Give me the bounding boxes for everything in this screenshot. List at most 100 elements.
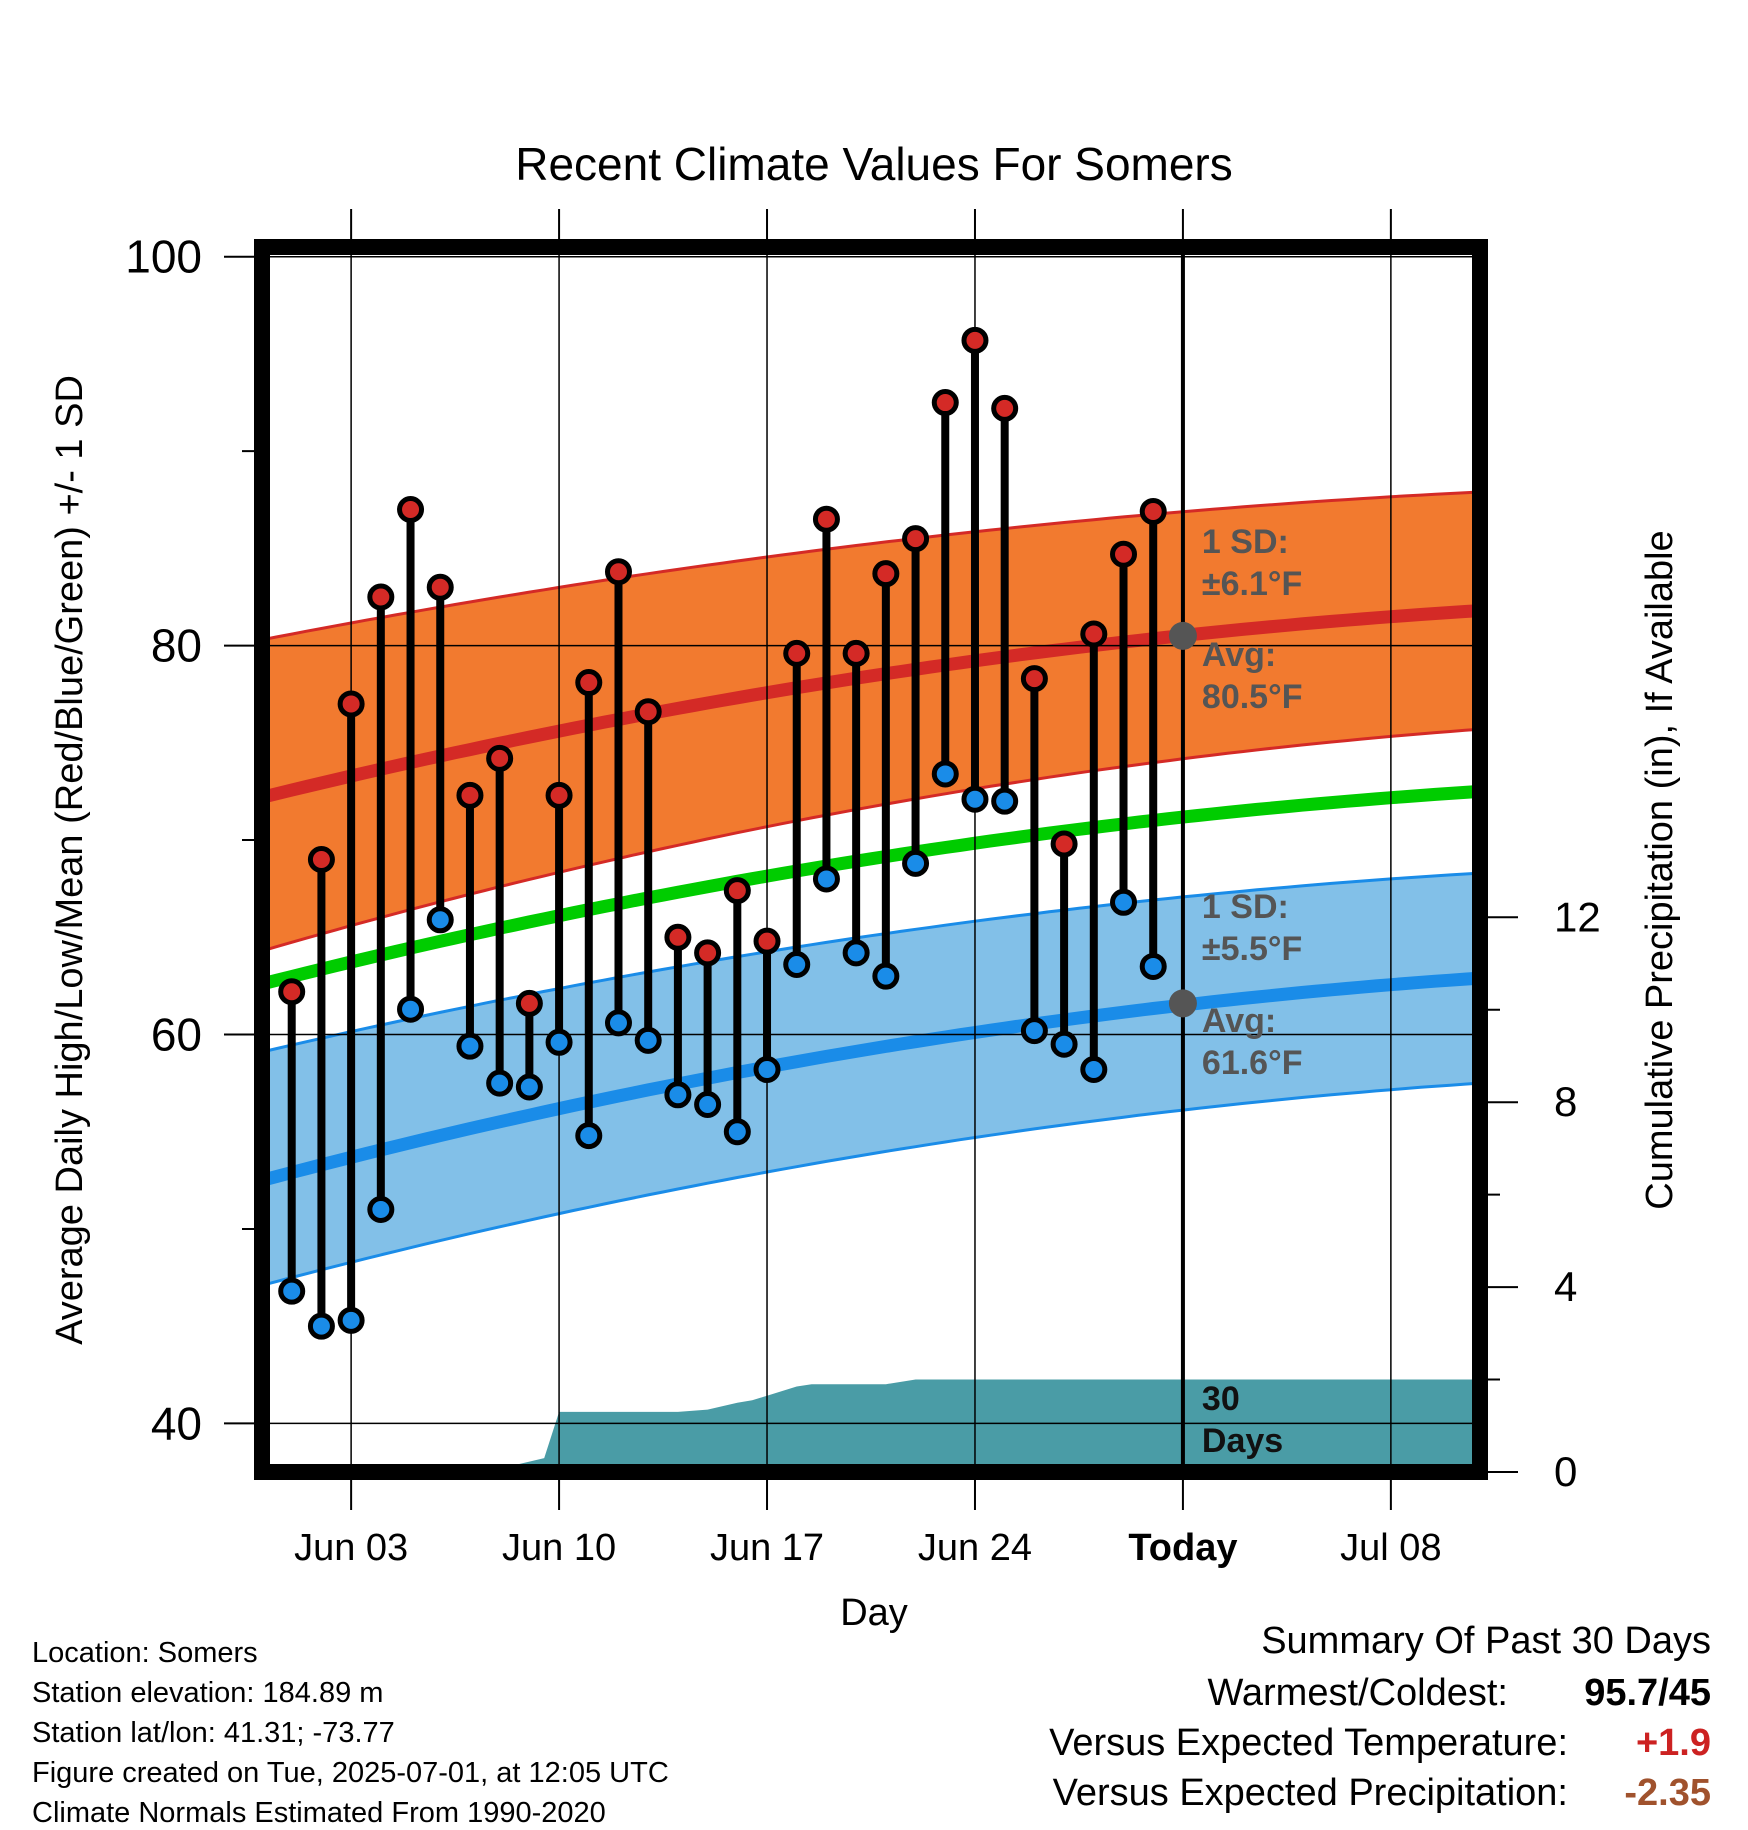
high-point <box>664 923 692 951</box>
low-point <box>1050 1030 1078 1058</box>
high-point <box>604 558 632 586</box>
precip-area <box>262 1379 1480 1472</box>
y2-axis-label: Cumulative Precipitation (in), If Availa… <box>1639 530 1681 1209</box>
low-sd-band-lower-edge <box>261 1081 1481 1287</box>
low-point <box>486 1069 514 1097</box>
high-avg-label: Avg: <box>1202 636 1276 674</box>
x-tick-label: Jun 10 <box>502 1527 616 1569</box>
days-label-1: 30 <box>1202 1380 1240 1418</box>
footer-created: Figure created on Tue, 2025-07-01, at 12… <box>32 1757 669 1789</box>
high-point <box>337 690 365 718</box>
high-normal-line <box>260 604 1481 804</box>
low-avg-value: 61.6°F <box>1202 1044 1303 1082</box>
low-normal-line <box>260 971 1481 1187</box>
low-point <box>723 1118 751 1146</box>
high-point <box>812 505 840 533</box>
low-point <box>278 1277 306 1305</box>
y2-tick-label: 0 <box>1554 1448 1577 1495</box>
y-tick-label: 80 <box>151 620 202 672</box>
low-point <box>753 1056 781 1083</box>
high-point <box>1139 497 1167 525</box>
low-point <box>456 1032 484 1060</box>
y2-tick-label: 4 <box>1554 1263 1577 1310</box>
low-point <box>397 995 425 1023</box>
high-point <box>367 583 395 611</box>
high-sd-label: 1 SD: <box>1202 523 1289 561</box>
high-point <box>1020 665 1048 693</box>
summary-warm-cold-value: 95.7/45 <box>1584 1672 1711 1714</box>
y-tick-label: 60 <box>151 1009 202 1061</box>
x-tick-label: Jun 03 <box>294 1527 408 1569</box>
low-point <box>1080 1056 1108 1083</box>
low-point <box>931 760 959 788</box>
footer-location: Location: Somers <box>32 1637 258 1669</box>
high-avg-value: 80.5°F <box>1202 678 1303 716</box>
high-point <box>931 389 959 417</box>
high-point <box>694 939 722 967</box>
high-point <box>723 877 751 905</box>
low-point <box>991 787 1019 815</box>
high-point <box>872 560 900 588</box>
summary-temp-label: Versus Expected Temperature: <box>1049 1722 1568 1764</box>
low-point <box>694 1091 722 1118</box>
high-sd-band <box>262 492 1480 951</box>
high-point <box>961 326 989 354</box>
x-tick-label: Today <box>1128 1527 1237 1569</box>
low-point <box>575 1122 603 1150</box>
low-point <box>812 865 840 893</box>
y2-tick-label: 8 <box>1554 1078 1577 1125</box>
y-tick-label: 100 <box>125 231 202 283</box>
low-sd-value: ±5.5°F <box>1202 930 1302 968</box>
high-sd-band-upper-edge <box>261 490 1481 642</box>
high-point <box>397 496 425 523</box>
x-axis-label: Day <box>840 1592 908 1634</box>
footer-normals: Climate Normals Estimated From 1990-2020 <box>32 1797 606 1829</box>
high-point <box>1080 620 1108 648</box>
low-point <box>783 951 811 978</box>
low-point <box>426 906 454 934</box>
high-point <box>575 669 603 697</box>
high-sd-value: ±6.1°F <box>1202 565 1302 603</box>
low-point <box>902 849 930 877</box>
today-low-avg-marker <box>1168 989 1197 1018</box>
low-point <box>1020 1017 1048 1045</box>
x-tick-label: Jun 24 <box>918 1527 1032 1569</box>
days-label-2: Days <box>1202 1422 1283 1460</box>
high-point <box>307 846 335 873</box>
footer-elevation: Station elevation: 184.89 m <box>32 1677 384 1709</box>
low-point <box>961 785 989 813</box>
plot-area: 1 SD: ±6.1°F Avg: 80.5°F 1 SD: ±5.5°F Avg: 61.6… <box>125 209 1601 1569</box>
low-avg-label: Avg: <box>1202 1002 1276 1040</box>
high-point <box>991 394 1019 422</box>
low-point <box>664 1081 692 1109</box>
high-point <box>753 927 781 955</box>
low-point <box>337 1306 365 1334</box>
low-point <box>1110 888 1138 916</box>
low-point <box>1139 952 1167 980</box>
low-point <box>515 1073 543 1101</box>
summary-heading: Summary Of Past 30 Days <box>1261 1620 1711 1662</box>
low-point <box>545 1028 573 1056</box>
high-point <box>545 781 573 809</box>
high-point <box>783 639 811 667</box>
low-point <box>367 1196 395 1223</box>
low-point <box>872 962 900 990</box>
plot-frame <box>254 239 1488 1480</box>
low-sd-band <box>262 873 1480 1286</box>
high-point <box>842 639 870 667</box>
summary-precip-value: -2.35 <box>1624 1772 1711 1814</box>
high-point <box>486 744 514 772</box>
high-point <box>1050 830 1078 858</box>
high-point <box>515 989 543 1017</box>
low-point <box>307 1312 335 1340</box>
low-sd-label: 1 SD: <box>1202 888 1289 926</box>
low-point <box>604 1009 632 1037</box>
high-point <box>456 781 484 809</box>
high-sd-band-lower-edge <box>261 727 1481 953</box>
y-tick-label: 40 <box>151 1397 202 1449</box>
today-high-avg-marker <box>1168 621 1197 650</box>
x-tick-label: Jun 17 <box>710 1527 824 1569</box>
x-tick-label: Jul 08 <box>1340 1527 1441 1569</box>
low-point <box>634 1026 662 1054</box>
